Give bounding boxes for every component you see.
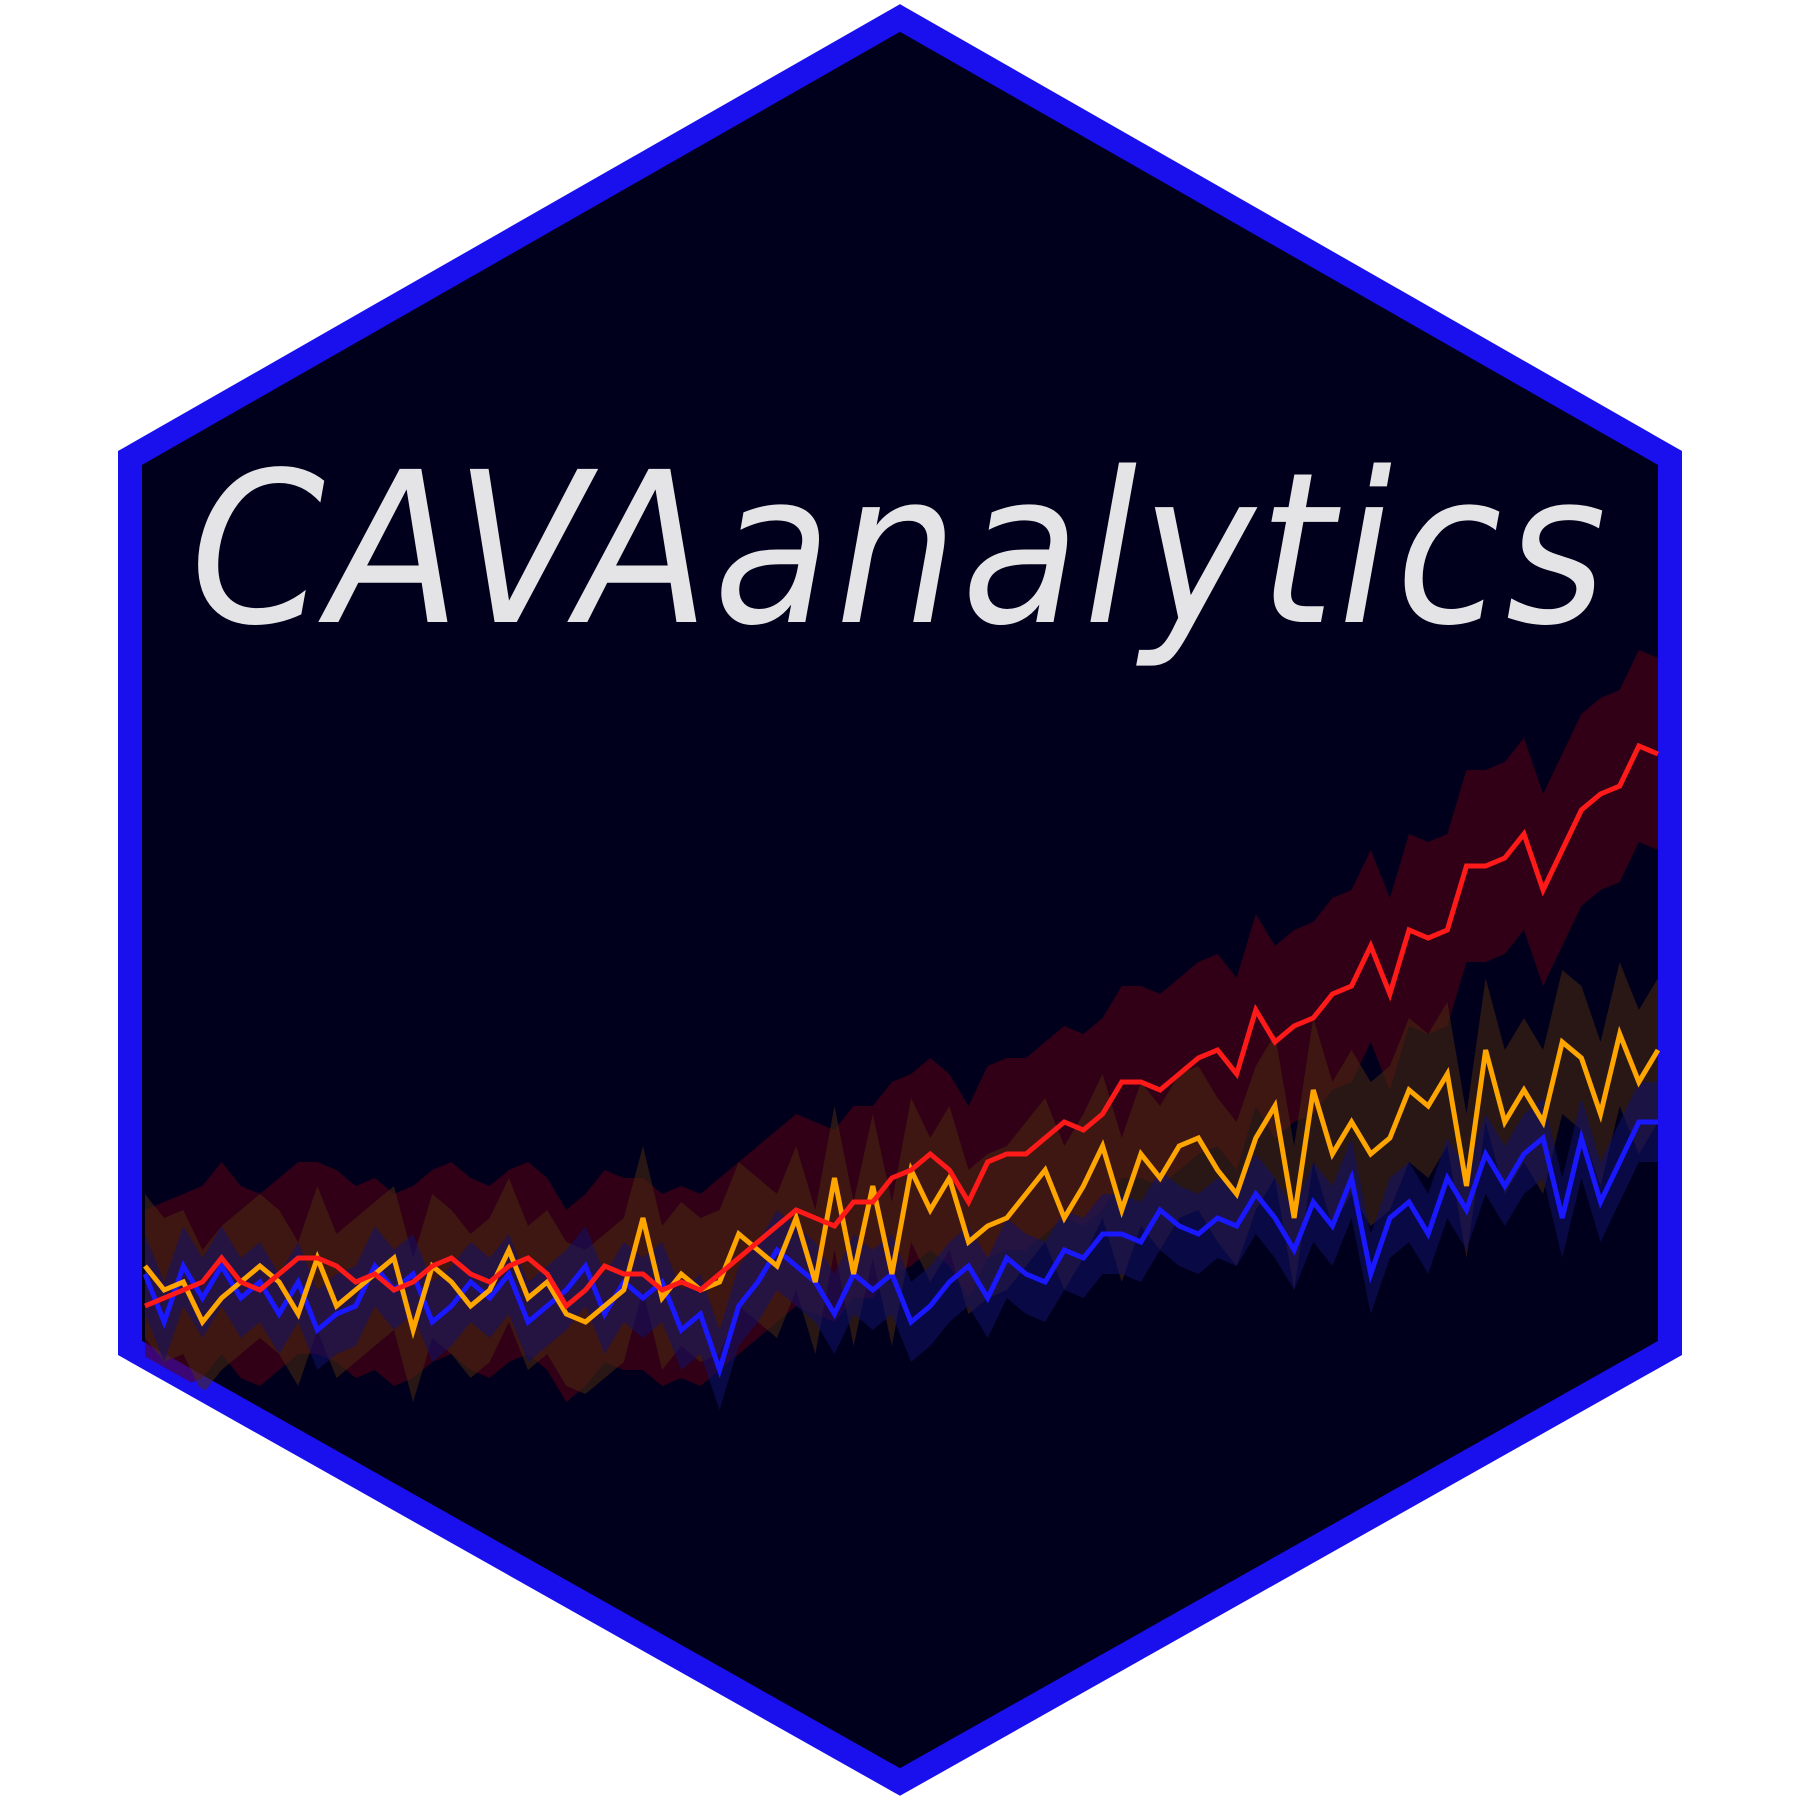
logo-title: CAVAanalytics [190, 427, 1610, 672]
series-band-0 [145, 650, 1658, 1402]
chart-area [142, 650, 1661, 1410]
series-line-0 [144, 742, 1659, 1310]
series-band-2 [145, 1082, 1658, 1410]
series-line-1 [143, 1025, 1661, 1340]
series-lines [142, 742, 1661, 1379]
